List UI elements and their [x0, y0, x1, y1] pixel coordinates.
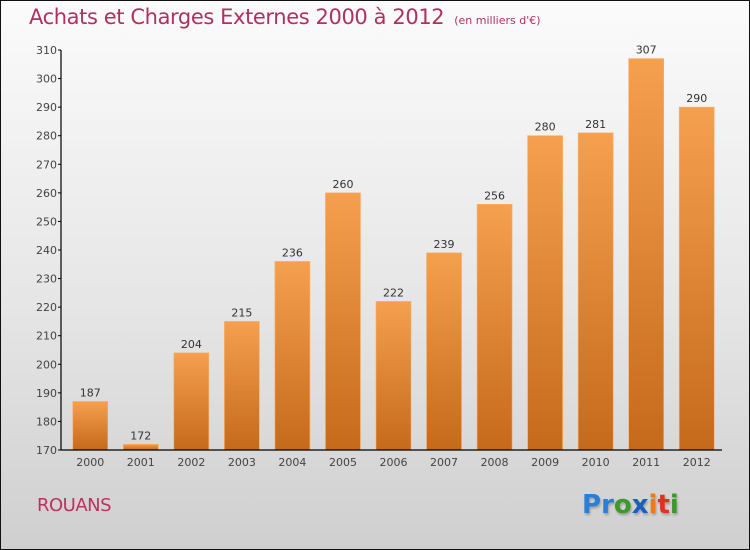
bar-2010: [577, 132, 614, 451]
y-tick-label-290: 290: [36, 101, 57, 114]
x-tick-label-2000: 2000: [76, 456, 104, 469]
y-tick-label-310: 310: [36, 44, 57, 57]
value-label-2000: 187: [80, 386, 101, 399]
y-tick-label-190: 190: [36, 387, 57, 400]
bar-2004: [274, 261, 311, 451]
chart-title-text: Achats et Charges Externes 2000 à 2012: [29, 5, 445, 29]
x-tick-label-2012: 2012: [683, 456, 711, 469]
value-label-2001: 172: [130, 429, 151, 442]
y-tick-label-270: 270: [36, 158, 57, 171]
y-tick-label-180: 180: [36, 415, 57, 428]
logo-letter: P: [582, 490, 602, 520]
y-tick-label-250: 250: [36, 215, 57, 228]
logo-letter: r: [601, 490, 614, 520]
x-tick-label-2009: 2009: [531, 456, 559, 469]
value-label-2005: 260: [332, 178, 353, 191]
bar-2003: [224, 321, 260, 451]
y-tick-label-300: 300: [36, 73, 57, 86]
chart-subtitle: (en milliers d'€): [454, 14, 541, 27]
bar-2007: [426, 252, 462, 451]
logo-letter: t: [657, 490, 670, 520]
y-tick-label-240: 240: [36, 244, 57, 257]
bar-2001: [123, 443, 159, 451]
x-tick-label-2006: 2006: [380, 456, 408, 469]
value-label-2006: 222: [383, 286, 404, 299]
y-tick-label-230: 230: [36, 273, 57, 286]
value-label-2010: 281: [585, 118, 606, 131]
value-label-2011: 307: [636, 44, 657, 57]
logo-letter: o: [613, 490, 632, 520]
value-label-2008: 256: [484, 189, 505, 202]
value-label-2003: 215: [231, 306, 252, 319]
x-tick-label-2004: 2004: [278, 456, 306, 469]
value-label-2002: 204: [181, 338, 202, 351]
bar-2011: [628, 58, 664, 451]
x-tick-label-2005: 2005: [329, 456, 357, 469]
chart-title: Achats et Charges Externes 2000 à 2012 (e…: [29, 5, 541, 29]
x-tick-label-2003: 2003: [228, 456, 256, 469]
y-tick-label-280: 280: [36, 130, 57, 143]
x-tick-label-2001: 2001: [127, 456, 155, 469]
x-tick-label-2007: 2007: [430, 456, 458, 469]
bar-2012: [678, 106, 715, 451]
bar-2002: [173, 352, 210, 451]
bar-2000: [72, 401, 109, 451]
x-tick-label-2008: 2008: [481, 456, 509, 469]
value-label-2009: 280: [535, 121, 556, 134]
value-label-2004: 236: [282, 246, 303, 259]
commune-name: ROUANS: [37, 495, 112, 516]
y-tick-label-200: 200: [36, 358, 57, 371]
x-tick-label-2010: 2010: [582, 456, 610, 469]
bar-2009: [527, 135, 563, 451]
value-label-2012: 290: [686, 92, 707, 105]
bar-2006: [375, 301, 412, 451]
logo-letter: x: [631, 490, 649, 520]
value-label-2007: 239: [434, 238, 455, 251]
y-tick-label-210: 210: [36, 330, 57, 343]
logo-letter: i: [648, 490, 658, 520]
proxiti-logo[interactable]: Proxiti: [582, 490, 679, 520]
y-tick-label-260: 260: [36, 187, 57, 200]
bar-2005: [325, 192, 361, 451]
logo-letter: i: [669, 490, 679, 520]
y-tick-label-170: 170: [36, 444, 57, 457]
x-tick-label-2011: 2011: [632, 456, 660, 469]
x-tick-label-2002: 2002: [177, 456, 205, 469]
bar-2008: [476, 203, 513, 451]
y-tick-label-220: 220: [36, 301, 57, 314]
